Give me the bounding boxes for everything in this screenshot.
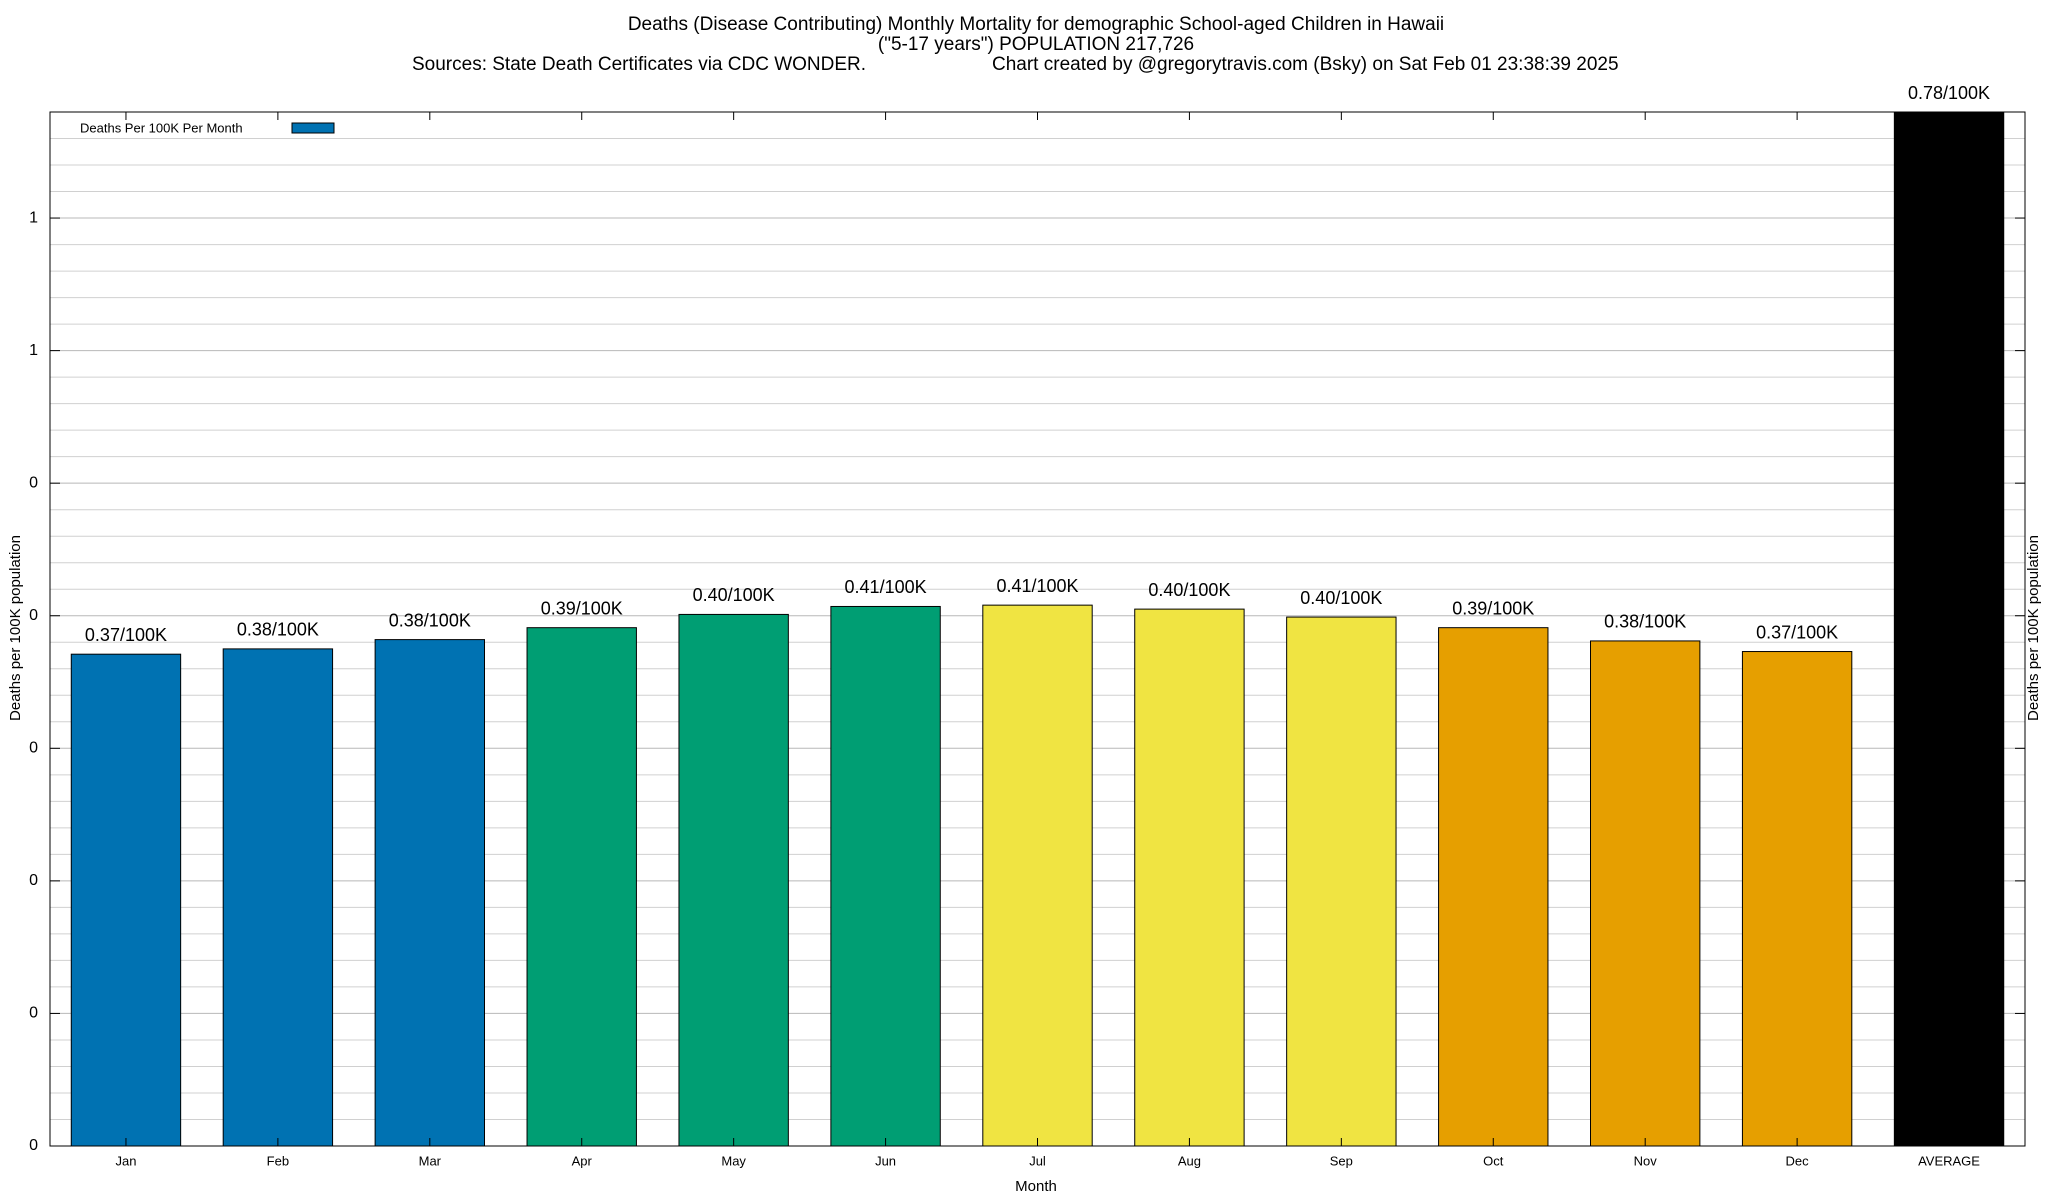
legend-swatch	[291, 122, 335, 134]
source: Sources: State Death Certificates via CD…	[412, 54, 866, 75]
y-tick-label: 0	[29, 872, 38, 889]
y-tick-label: 0	[29, 1005, 38, 1022]
bar	[1893, 111, 2005, 1147]
value-label: 0.38/100K	[237, 620, 319, 640]
x-tick-label: May	[721, 1153, 746, 1168]
value-label: 0.41/100K	[845, 577, 927, 597]
y-tick-label: 0	[29, 474, 38, 491]
x-tick-label: Jun	[875, 1153, 896, 1168]
bar	[1286, 616, 1397, 1147]
legend-label: Deaths Per 100K Per Month	[80, 120, 243, 135]
value-label: 0.40/100K	[1300, 588, 1382, 608]
value-label: 0.37/100K	[85, 625, 167, 645]
bar	[1590, 640, 1701, 1147]
bar	[222, 648, 334, 1147]
bar	[1134, 608, 1245, 1147]
chart-title: Deaths (Disease Contributing) Monthly Mo…	[628, 14, 1444, 35]
value-label: 0.78/100K	[1908, 83, 1990, 103]
chart-subtitle: ("5-17 years") POPULATION 217,726	[878, 34, 1194, 55]
value-label: 0.37/100K	[1756, 622, 1838, 642]
x-tick-label: Sep	[1330, 1153, 1353, 1168]
value-label: 0.39/100K	[1452, 598, 1534, 618]
bar	[374, 639, 485, 1147]
x-tick-label: Oct	[1483, 1153, 1504, 1168]
value-label: 0.38/100K	[1604, 612, 1686, 632]
y-tick-label: 0	[29, 1137, 38, 1154]
x-tick-label: Nov	[1634, 1153, 1658, 1168]
y-tick-label: 1	[29, 209, 38, 226]
x-tick-label: Aug	[1178, 1153, 1201, 1168]
y2-axis-label: Deaths per 100K population	[2025, 535, 2042, 721]
x-tick-label: Apr	[572, 1153, 593, 1168]
value-label: 0.40/100K	[693, 585, 775, 605]
bar	[526, 627, 637, 1147]
x-tick-label: Mar	[419, 1153, 442, 1168]
bar	[70, 653, 182, 1147]
plot-frame	[49, 111, 2026, 1147]
bar	[1438, 627, 1549, 1147]
x-tick-label: Jan	[115, 1153, 136, 1168]
y-tick-label: 1	[29, 342, 38, 359]
y-tick-label: 0	[29, 740, 38, 757]
bar	[678, 613, 789, 1147]
bar	[1741, 651, 1853, 1147]
x-tick-label: Feb	[267, 1153, 289, 1168]
bar	[982, 604, 1093, 1147]
value-label: 0.41/100K	[996, 576, 1078, 596]
y-tick-label: 0	[29, 607, 38, 624]
value-label: 0.40/100K	[1148, 580, 1230, 600]
x-tick-label: Dec	[1786, 1153, 1810, 1168]
x-tick-label: AVERAGE	[1918, 1153, 1980, 1168]
x-tick-label: Jul	[1029, 1153, 1046, 1168]
value-label: 0.38/100K	[389, 610, 471, 630]
x-axis-label: Month	[1015, 1178, 1057, 1195]
bar	[830, 605, 941, 1147]
credit: Chart created by @gregorytravis.com (Bsk…	[992, 54, 1619, 75]
y-axis-label: Deaths per 100K population	[7, 535, 24, 721]
value-label: 0.39/100K	[541, 598, 623, 618]
